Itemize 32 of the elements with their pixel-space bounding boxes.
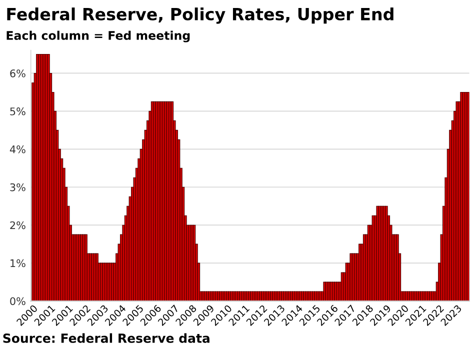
bar bbox=[345, 262, 348, 302]
bar bbox=[47, 54, 50, 302]
y-tick-label: 1% bbox=[10, 259, 26, 268]
bar bbox=[42, 54, 46, 302]
bar bbox=[153, 101, 156, 302]
bar bbox=[170, 101, 174, 302]
bar bbox=[396, 234, 399, 302]
bar bbox=[100, 262, 103, 302]
bar bbox=[84, 234, 88, 302]
bar bbox=[164, 101, 167, 302]
source-note: Source: Federal Reserve data bbox=[3, 333, 210, 343]
bar bbox=[111, 262, 114, 302]
bar bbox=[323, 282, 326, 302]
y-tick-label: 5% bbox=[10, 107, 26, 116]
y-tick-label: 6% bbox=[10, 69, 26, 78]
bar bbox=[190, 224, 194, 302]
bar bbox=[460, 92, 463, 302]
bar bbox=[456, 101, 458, 302]
chart-subtitle: Each column = Fed meeting bbox=[6, 30, 190, 42]
y-tick-label: 3% bbox=[10, 183, 26, 192]
bar bbox=[372, 215, 375, 302]
bar bbox=[328, 282, 330, 302]
bar bbox=[350, 253, 352, 302]
bar bbox=[74, 234, 76, 302]
y-tick-label: 4% bbox=[10, 145, 26, 154]
bar bbox=[380, 206, 384, 302]
bar bbox=[376, 206, 379, 302]
chart-title: Federal Reserve, Policy Rates, Upper End bbox=[7, 8, 394, 24]
bar bbox=[96, 253, 98, 302]
bar bbox=[354, 253, 357, 302]
y-tick-label: 2% bbox=[10, 221, 26, 230]
y-tick-label: 0% bbox=[10, 297, 26, 306]
